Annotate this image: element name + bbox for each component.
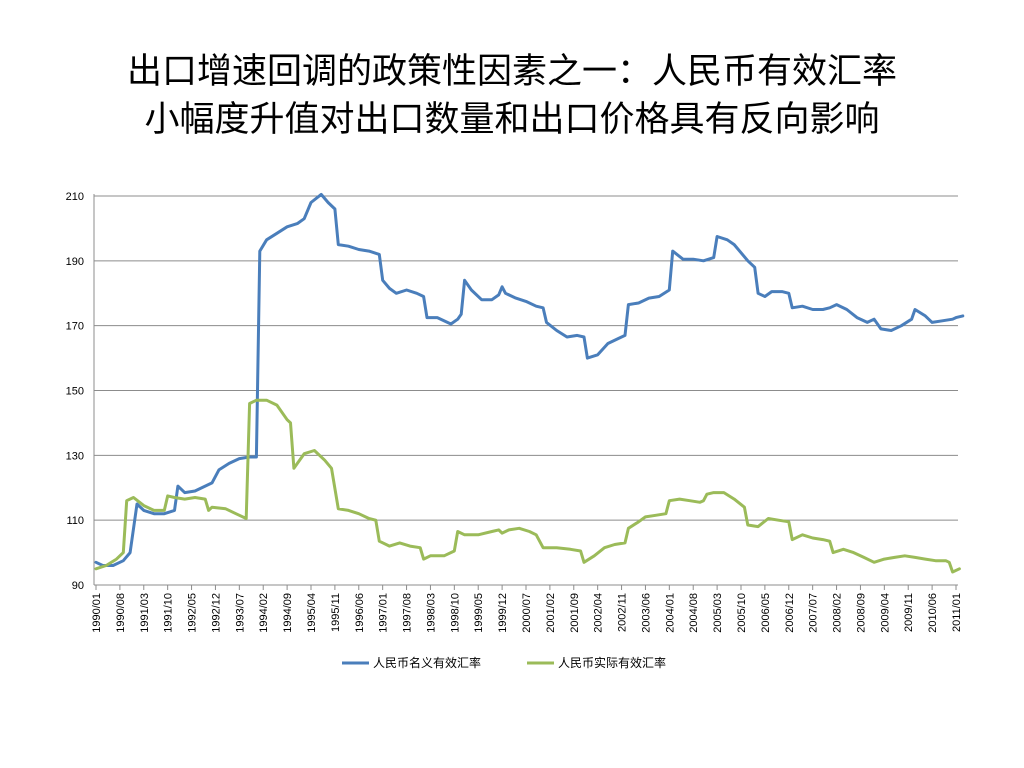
x-tick-label: 1997/08 <box>402 593 414 633</box>
x-tick-label: 2009/04 <box>879 593 891 633</box>
slide-title-line-1: 出口增速回调的政策性因素之一：人民币有效汇率 <box>126 52 897 92</box>
x-tick-label: 1998/03 <box>425 593 437 633</box>
x-tick-label: 2005/10 <box>736 593 748 633</box>
x-tick-label: 1990/08 <box>115 593 127 633</box>
series-line-2 <box>94 398 961 574</box>
x-tick-label: 1999/12 <box>497 593 509 633</box>
x-tick-label: 1991/10 <box>163 593 175 633</box>
legend: 人民币名义有效汇率 人民币实际有效汇率 <box>342 655 666 670</box>
x-tick-label: 1998/10 <box>449 593 461 633</box>
x-tick-label: 2004/01 <box>664 593 676 633</box>
x-tick-label: 1991/03 <box>139 593 151 633</box>
slide-title-line-2: 小幅度升值对出口数量和出口价格具有反向影响 <box>144 100 880 140</box>
x-tick-label: 1995/11 <box>330 593 342 632</box>
y-tick-label: 110 <box>66 515 84 527</box>
x-tick-label: 2008/02 <box>832 593 844 633</box>
y-tick-label: 170 <box>66 321 84 333</box>
x-tick-label: 2001/09 <box>569 593 581 633</box>
x-tick-label: 1995/04 <box>306 593 318 633</box>
x-tick-label: 2011/01 <box>951 593 963 632</box>
x-tick-label: 2006/12 <box>784 593 796 633</box>
series-layer <box>94 192 965 574</box>
x-tick-label: 2005/03 <box>712 593 724 633</box>
x-tick-label: 2000/07 <box>521 593 533 633</box>
x-tick-label: 2004/08 <box>688 593 700 633</box>
x-tick-label: 1994/02 <box>258 593 270 633</box>
x-tick-label: 2006/05 <box>760 593 772 633</box>
x-tick-label: 1993/07 <box>234 593 246 633</box>
x-tick-label: 1999/05 <box>473 593 485 633</box>
x-tick-label: 2003/06 <box>640 593 652 633</box>
x-tick-label: 1994/09 <box>282 593 294 633</box>
x-tick-label: 1992/12 <box>210 593 222 633</box>
x-tick-label: 1992/05 <box>187 593 199 633</box>
y-tick-label: 90 <box>72 580 84 592</box>
legend-label-2: 人民币实际有效汇率 <box>558 655 666 670</box>
series-line-1 <box>94 192 965 567</box>
x-tick-label: 1997/01 <box>378 593 390 633</box>
x-tick-label: 2009/11 <box>903 593 915 632</box>
y-tick-label: 150 <box>66 386 84 398</box>
x-tick-label: 2002/04 <box>593 593 605 633</box>
y-tick-label: 190 <box>66 256 84 268</box>
x-tick-label: 1990/01 <box>91 593 103 633</box>
grid-lines <box>94 195 958 586</box>
y-tick-label: 130 <box>66 450 84 462</box>
y-axis: 90 110 130 150 170 190 210 <box>66 191 95 592</box>
slide-title: 出口增速回调的政策性因素之一：人民币有效汇率 小幅度升值对出口数量和出口价格具有… <box>0 48 1024 144</box>
x-tick-label: 2002/11 <box>617 593 629 632</box>
y-tick-label: 210 <box>66 191 84 203</box>
x-tick-label: 2010/06 <box>927 593 939 633</box>
x-tick-label: 2001/02 <box>545 593 557 633</box>
x-tick-label: 1996/06 <box>354 593 366 633</box>
x-tick-label: 2008/09 <box>855 593 867 633</box>
x-tick-label: 2007/07 <box>808 593 820 633</box>
x-axis: 1990/01 1990/08 1991/03 1991/10 1992/05 1992/… <box>91 585 963 633</box>
legend-label-1: 人民币名义有效汇率 <box>373 655 481 670</box>
